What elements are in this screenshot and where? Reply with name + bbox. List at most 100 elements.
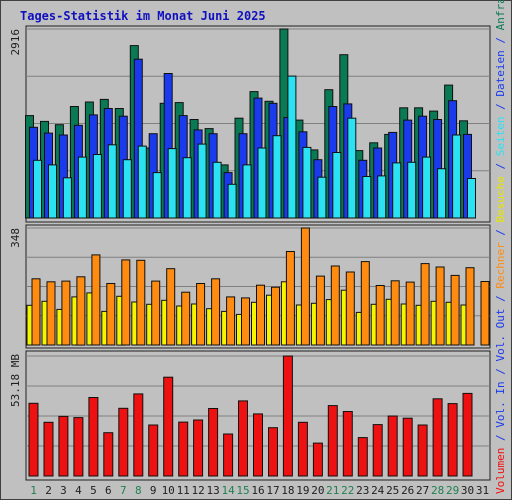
x-tick-label: 14 — [221, 484, 235, 497]
x-tick-label: 1 — [30, 484, 37, 497]
bar-seiten-25 — [392, 162, 402, 219]
panels: 2916 348 53.18 MB — [9, 25, 491, 481]
bar-rechner-2 — [46, 281, 56, 346]
bar-volumen-12 — [193, 419, 204, 477]
bar-seiten-3 — [62, 177, 72, 219]
x-tick-label: 7 — [120, 484, 127, 497]
bar-seiten-21 — [332, 152, 342, 219]
x-tick-label: 20 — [311, 484, 324, 497]
bar-seiten-8 — [137, 145, 147, 219]
panel-volume: 53.18 MB — [9, 350, 491, 481]
bar-rechner-16 — [256, 284, 265, 346]
x-tick-label: 16 — [251, 484, 264, 497]
bar-volumen-24 — [372, 424, 383, 477]
x-tick-label: 26 — [401, 484, 414, 497]
legend-part-11: / — [494, 97, 507, 117]
bar-volumen-29 — [447, 403, 458, 477]
bar-rechner-19 — [300, 227, 310, 346]
bar-seiten-11 — [182, 157, 192, 219]
x-tick-label: 27 — [416, 484, 429, 497]
bar-rechner-6 — [106, 283, 116, 346]
legend-part-8: Besuche — [494, 176, 507, 222]
series-besuche — [26, 281, 470, 346]
bar-seiten-15 — [242, 164, 252, 219]
panel-hits: 2916 — [9, 25, 491, 223]
bar-rechner-21 — [330, 265, 340, 346]
bar-volumen-4 — [73, 417, 84, 477]
bar-volumen-13 — [208, 408, 219, 477]
x-tick-label: 19 — [296, 484, 309, 497]
bar-rechner-3 — [61, 280, 71, 346]
y-max-label: 2916 — [9, 29, 22, 56]
bar-seiten-12 — [197, 143, 207, 219]
bar-seiten-7 — [122, 159, 132, 219]
bar-seiten-6 — [107, 144, 117, 219]
bar-rechner-9 — [151, 280, 161, 346]
bar-volumen-14 — [223, 433, 234, 477]
legend-part-2: Vol. In — [494, 381, 507, 427]
bar-rechner-1 — [31, 278, 41, 346]
bar-seiten-17 — [272, 135, 282, 219]
bar-rechner-30 — [465, 267, 475, 346]
bar-volumen-23 — [357, 437, 368, 477]
bar-volumen-27 — [417, 424, 428, 477]
bar-volumen-30 — [462, 392, 473, 477]
bar-rechner-7 — [121, 259, 131, 346]
bar-seiten-9 — [152, 172, 162, 219]
bar-seiten-19 — [302, 146, 312, 219]
x-tick-label: 15 — [236, 484, 249, 497]
bar-seiten-13 — [212, 161, 222, 219]
bar-seiten-4 — [77, 156, 87, 219]
bar-volumen-1 — [28, 402, 39, 477]
x-tick-label: 8 — [135, 484, 142, 497]
bar-volumen-7 — [118, 407, 129, 477]
bar-seiten-27 — [422, 156, 432, 219]
panel-visits: 348 — [9, 224, 491, 349]
bar-volumen-10 — [163, 376, 174, 477]
bar-seiten-16 — [257, 147, 267, 219]
x-tick-label: 24 — [371, 484, 385, 497]
bar-volumen-11 — [178, 421, 189, 477]
x-tick-label: 28 — [431, 484, 444, 497]
bar-seiten-22 — [347, 117, 357, 219]
series-seiten — [33, 75, 476, 219]
bar-seiten-26 — [407, 161, 417, 219]
bar-volumen-9 — [148, 424, 159, 477]
bar-rechner-13 — [211, 278, 221, 346]
bar-rechner-20 — [315, 275, 325, 346]
bar-volumen-21 — [327, 405, 338, 477]
x-tick-label: 9 — [150, 484, 157, 497]
bar-seiten-23 — [362, 176, 372, 219]
x-tick-label: 30 — [461, 484, 474, 497]
bar-volumen-20 — [312, 442, 323, 477]
x-tick-label: 29 — [446, 484, 459, 497]
chart-title: Tages-Statistik im Monat Juni 2025 — [20, 9, 266, 23]
bar-rechner-15 — [241, 297, 250, 346]
bar-seiten-2 — [48, 164, 57, 219]
bar-rechner-29 — [450, 274, 460, 346]
legend-part-14: Anfragen — [494, 0, 507, 30]
bar-rechner-22 — [345, 271, 355, 346]
x-tick-label: 13 — [206, 484, 219, 497]
bar-rechner-31 — [480, 281, 490, 346]
bar-seiten-5 — [92, 154, 102, 219]
x-tick-label: 22 — [341, 484, 354, 497]
x-tick-label: 23 — [356, 484, 369, 497]
x-tick-label: 6 — [105, 484, 112, 497]
bar-seiten-18 — [287, 75, 297, 219]
bar-rechner-28 — [435, 266, 445, 346]
series-rechner — [31, 227, 490, 346]
bar-rechner-23 — [360, 261, 370, 346]
legend-part-7: / — [494, 222, 507, 242]
bar-seiten-24 — [377, 175, 387, 219]
bar-seiten-14 — [227, 183, 237, 219]
bar-volumen-8 — [133, 393, 144, 477]
x-tick-label: 25 — [386, 484, 399, 497]
bar-rechner-4 — [76, 276, 86, 346]
bar-volumen-25 — [387, 415, 398, 477]
bar-volumen-28 — [432, 398, 443, 477]
x-tick-label: 12 — [191, 484, 204, 497]
bar-rechner-25 — [390, 280, 400, 346]
